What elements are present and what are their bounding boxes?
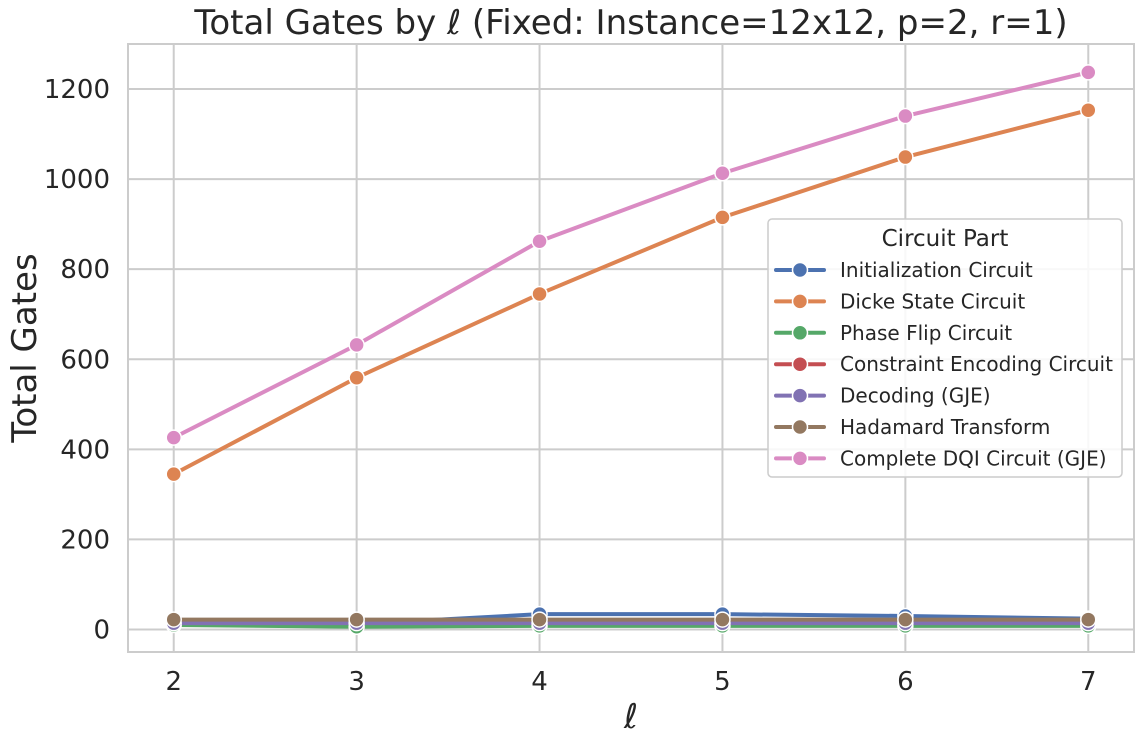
legend-title: Circuit Part <box>882 226 1009 252</box>
data-point <box>1080 64 1097 81</box>
legend-label: Initialization Circuit <box>840 258 1033 282</box>
data-point <box>531 285 548 303</box>
data-point <box>897 107 914 125</box>
data-point <box>348 611 365 628</box>
legend-label: Dicke State Circuit <box>840 289 1025 313</box>
data-point <box>714 165 731 182</box>
legend-swatch-marker <box>791 387 809 404</box>
legend-label: Phase Flip Circuit <box>840 321 1012 345</box>
tick-labels: 0 200 400 600 800 1000 1200 2 3 4 5 6 7 <box>44 75 1097 697</box>
series-layer <box>165 64 1097 636</box>
legend-swatch-marker <box>791 324 809 342</box>
data-point <box>165 611 182 628</box>
legend-item: Hadamard Transform <box>774 415 1050 439</box>
y-tick-label: 600 <box>60 345 110 375</box>
x-axis-label: ℓ <box>623 697 638 737</box>
data-point <box>531 611 548 628</box>
data-point <box>531 233 548 250</box>
y-tick-label: 1200 <box>44 75 110 105</box>
data-point <box>1080 611 1097 628</box>
x-tick-label: 2 <box>165 667 182 697</box>
legend-label: Constraint Encoding Circuit <box>840 352 1113 376</box>
legend-label: Decoding (GJE) <box>840 384 991 408</box>
x-tick-label: 6 <box>897 667 914 697</box>
series-group <box>165 64 1097 446</box>
data-point <box>1080 101 1097 119</box>
legend-label: Complete DQI Circuit (GJE) <box>840 446 1107 470</box>
data-point <box>165 465 182 483</box>
legend-item: Initialization Circuit <box>774 258 1033 282</box>
legend-item: Constraint Encoding Circuit <box>774 352 1113 376</box>
legend: Circuit Part Initialization Circuit Dicke… <box>767 218 1123 478</box>
legend-swatch-marker <box>791 293 809 310</box>
y-axis-label: Total Gates <box>5 253 45 443</box>
y-tick-label: 800 <box>60 255 110 285</box>
x-tick-label: 4 <box>531 667 548 697</box>
data-point <box>165 429 182 446</box>
x-tick-label: 5 <box>714 667 731 697</box>
chart-title: Total Gates by ℓ (Fixed: Instance=12x12,… <box>193 3 1067 43</box>
legend-item: Complete DQI Circuit (GJE) <box>774 446 1107 470</box>
y-tick-label: 1000 <box>44 165 110 195</box>
series-line <box>171 108 1091 477</box>
legend-item: Phase Flip Circuit <box>774 321 1012 345</box>
legend-item: Dicke State Circuit <box>774 289 1025 313</box>
legend-box <box>767 218 1123 478</box>
data-point <box>348 369 365 386</box>
legend-item: Decoding (GJE) <box>774 384 991 408</box>
series-group <box>165 611 1097 628</box>
data-point <box>714 611 731 628</box>
series-line <box>171 70 1091 440</box>
plot-area-frame <box>127 43 1135 653</box>
series-line <box>171 622 1091 629</box>
legend-label: Hadamard Transform <box>840 415 1050 439</box>
x-tick-label: 7 <box>1080 667 1097 697</box>
y-tick-label: 400 <box>60 435 110 465</box>
legend-swatch-marker <box>791 450 809 467</box>
legend-swatch-marker <box>791 261 809 279</box>
y-tick-label: 200 <box>60 525 110 555</box>
x-tick-label: 3 <box>348 667 365 697</box>
data-point <box>897 611 914 628</box>
legend-swatch-marker <box>791 355 809 373</box>
y-tick-label: 0 <box>93 615 110 645</box>
data-point <box>348 336 365 354</box>
data-point <box>714 209 731 226</box>
series-group <box>165 101 1097 483</box>
data-point <box>897 148 914 166</box>
legend-swatch-marker <box>791 418 809 436</box>
legend-items: Initialization Circuit Dicke State Circui… <box>774 258 1113 470</box>
